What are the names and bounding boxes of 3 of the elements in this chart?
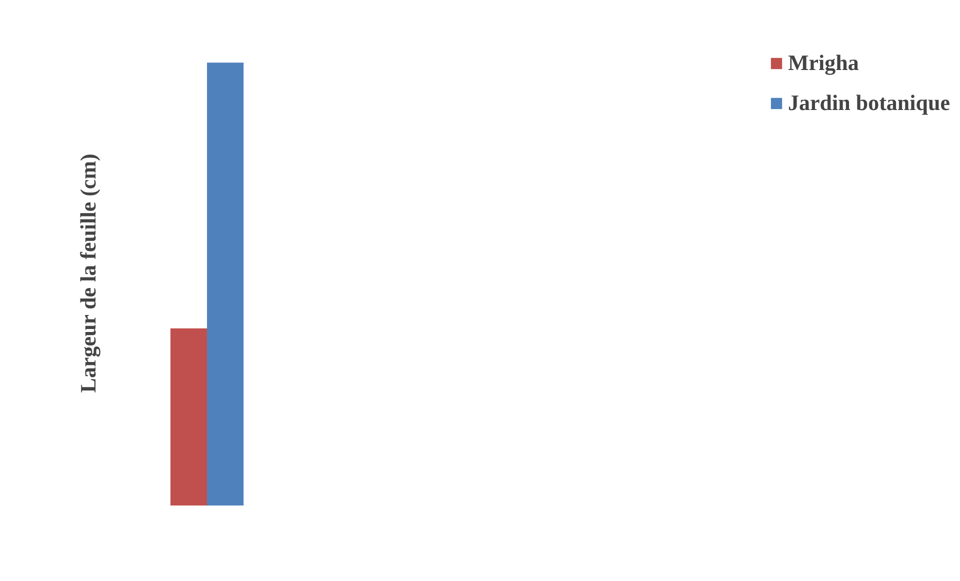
y-axis-title: Largeur de la feuille (cm): [76, 154, 100, 393]
legend-label: Mrigha: [788, 50, 859, 76]
legend-label: Jardin botanique: [788, 90, 950, 116]
